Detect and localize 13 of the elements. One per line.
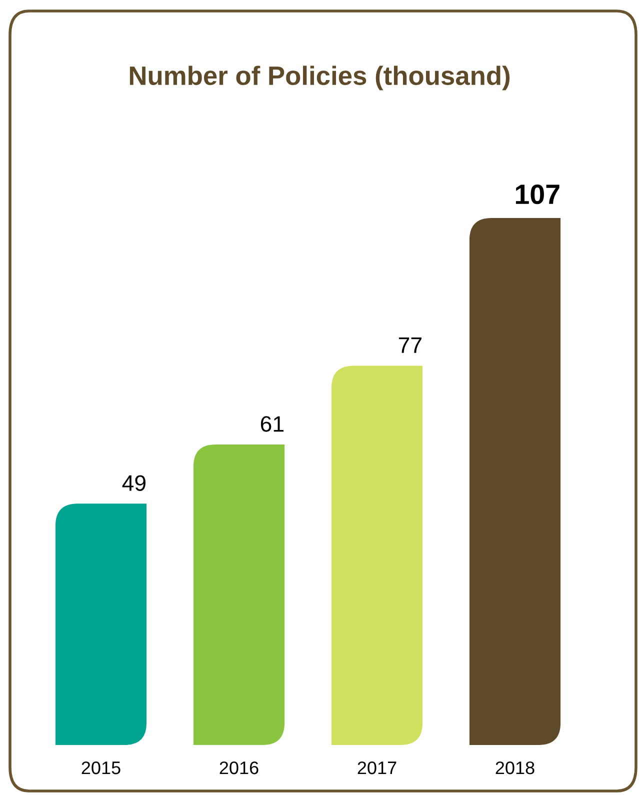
bar <box>55 504 147 745</box>
data-label: 77 <box>398 338 422 353</box>
bar <box>331 366 423 745</box>
x-tick-label: 2018 <box>496 761 534 774</box>
bar <box>469 218 561 745</box>
x-tick-label: 2016 <box>220 761 258 774</box>
x-tick-label: 2017 <box>358 761 396 774</box>
bar <box>193 444 285 745</box>
x-tick-label: 2015 <box>82 761 120 774</box>
data-label: 107 <box>516 184 560 204</box>
chart-title: Number of Policies (thousand) <box>130 66 510 90</box>
data-label: 61 <box>260 416 284 432</box>
data-label: 49 <box>122 475 146 491</box>
